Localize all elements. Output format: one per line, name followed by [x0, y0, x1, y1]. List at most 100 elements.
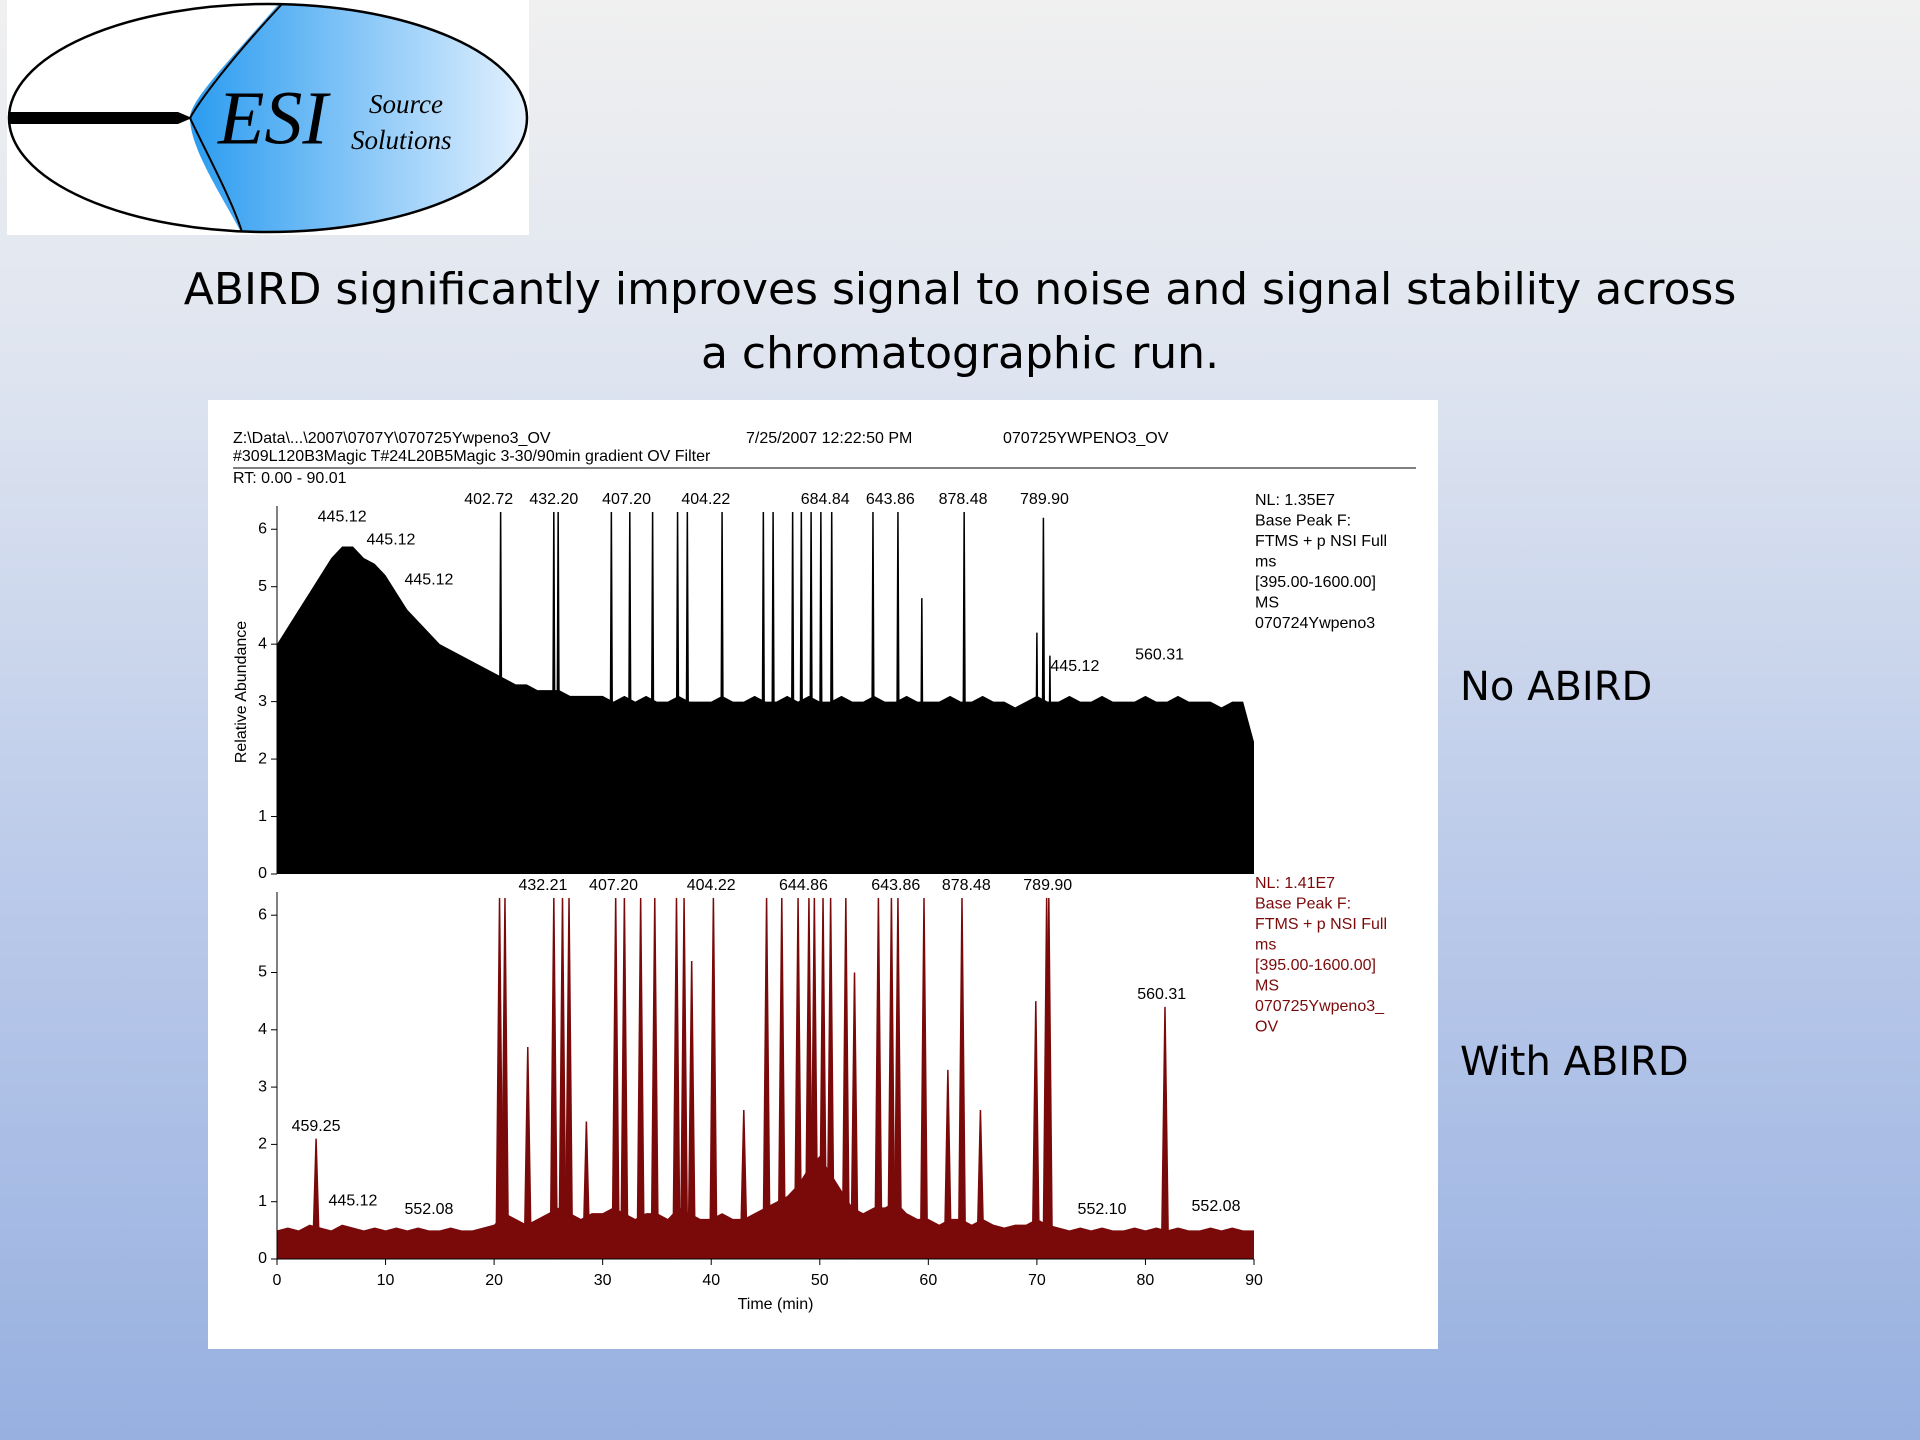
peak-label: 402.72 [464, 491, 513, 508]
peak [943, 1069, 953, 1259]
x-tick-label: 90 [1245, 1272, 1263, 1289]
peak-label: 878.48 [942, 877, 991, 894]
peak-label: 445.12 [329, 1192, 378, 1209]
peak [719, 512, 725, 874]
peak [887, 898, 896, 1259]
peak-label: 459.25 [292, 1118, 341, 1135]
y-tick-label: 2 [258, 750, 267, 767]
x-tick-label: 10 [377, 1272, 395, 1289]
x-tick-label: 40 [702, 1272, 720, 1289]
peak-label: 407.20 [602, 491, 651, 508]
peak [650, 898, 660, 1259]
y-tick-label: 1 [258, 808, 267, 825]
info-line: 070725Ywpeno3_ [1255, 998, 1385, 1015]
x-tick-label: 30 [594, 1272, 612, 1289]
peak-label: 552.08 [1192, 1198, 1241, 1215]
peak-label: 407.20 [589, 877, 638, 894]
peak [611, 898, 620, 1259]
info-line: MS [1255, 978, 1279, 995]
peak [760, 512, 766, 874]
slide-title: ABIRD significantly improves signal to n… [183, 264, 1737, 379]
peak [893, 898, 903, 1259]
peak [564, 898, 574, 1259]
y-tick-label: 4 [258, 635, 267, 652]
peak [790, 512, 795, 874]
peak-label: 560.31 [1135, 646, 1184, 663]
chart-caption: With ABIRD [1460, 1039, 1689, 1085]
peak [620, 898, 629, 1259]
peak [687, 961, 696, 1259]
peak [551, 512, 557, 874]
peak [1041, 517, 1046, 874]
peak [739, 1109, 749, 1259]
peak [770, 512, 776, 874]
y-tick-label: 5 [258, 964, 267, 981]
peak-label: 445.12 [1050, 658, 1099, 675]
peak-label: 432.20 [529, 491, 578, 508]
y-tick-label: 6 [258, 520, 267, 537]
peak [523, 1046, 533, 1259]
peak-label: 644.86 [779, 877, 828, 894]
peak [495, 898, 504, 1259]
y-tick-label: 0 [258, 865, 267, 882]
peak [919, 598, 925, 874]
x-tick-label: 80 [1137, 1272, 1155, 1289]
y-tick-label: 6 [258, 906, 267, 923]
peak-label: 445.12 [367, 531, 416, 548]
panel-path: Z:\Data\...\2007\0707Y\070725Ywpeno3_OV [233, 430, 551, 447]
peak [684, 512, 690, 874]
x-tick-label: 60 [919, 1272, 937, 1289]
logo-main: ESI [217, 76, 331, 160]
peak [582, 1121, 591, 1259]
logo-line2: Solutions [351, 125, 452, 155]
peak [793, 898, 803, 1259]
peak [919, 898, 929, 1259]
info-line: ms [1255, 554, 1276, 571]
peak [895, 512, 901, 874]
info-line: Base Peak F: [1255, 896, 1351, 913]
peak-label: 789.90 [1020, 491, 1069, 508]
peak-label: 445.12 [318, 508, 367, 525]
peak [498, 512, 503, 874]
peak [810, 898, 819, 1259]
logo-fill [190, 4, 527, 232]
abundance-area [277, 546, 1254, 874]
info-line: ms [1255, 937, 1276, 954]
peak [804, 898, 814, 1259]
peak [555, 512, 561, 874]
info-line: [395.00-1600.00] [1255, 957, 1376, 974]
peak [818, 898, 828, 1259]
x-tick-label: 70 [1028, 1272, 1046, 1289]
logo-needle [9, 112, 192, 124]
chart-caption: No ABIRD [1460, 664, 1652, 710]
y-tick-label: 3 [258, 1078, 267, 1095]
y-tick-label: 1 [258, 1193, 267, 1210]
peak [1047, 655, 1053, 874]
y-axis-label: Relative Abundance [233, 621, 250, 763]
peak [762, 898, 771, 1259]
peak-label: 404.22 [681, 491, 730, 508]
peak-label: 560.31 [1137, 986, 1186, 1003]
y-tick-label: 0 [258, 1250, 267, 1267]
peak [957, 898, 967, 1259]
info-line: MS [1255, 595, 1279, 612]
plot-area [277, 512, 1254, 874]
x-tick-label: 0 [273, 1272, 282, 1289]
peak [870, 512, 876, 874]
peak [609, 512, 614, 874]
x-tick-label: 50 [811, 1272, 829, 1289]
peak [675, 512, 680, 874]
info-line: Base Peak F: [1255, 513, 1351, 530]
peak [1034, 632, 1040, 874]
peak [1160, 1006, 1170, 1259]
plot-area [277, 898, 1254, 1259]
peak-label: 432.21 [518, 877, 567, 894]
info-line: 070724Ywpeno3 [1255, 615, 1375, 632]
peak [1031, 1001, 1041, 1259]
peak-label: 789.90 [1023, 877, 1072, 894]
